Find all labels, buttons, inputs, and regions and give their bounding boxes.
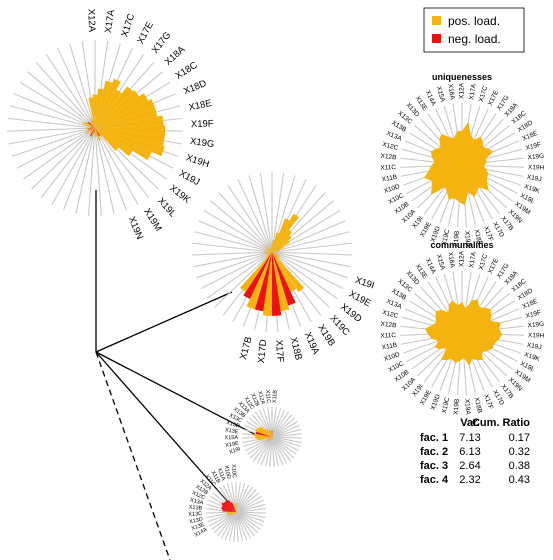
- table-row-var: 6.13: [459, 446, 480, 458]
- table-row-factor: fac. 2: [420, 446, 448, 458]
- radar-spoke: [198, 221, 272, 252]
- variable-label: X11C: [380, 332, 396, 340]
- variable-label: X16A: [446, 83, 455, 100]
- radar-spoke: [12, 128, 95, 156]
- variable-label: X13C: [188, 511, 202, 518]
- variable-label: X12A: [459, 82, 466, 99]
- table-row-cum: 0.17: [509, 432, 530, 444]
- legend-label-negative: neg. load.: [448, 32, 501, 46]
- variance-table: Var. Cum. Ratio fac. 1 7.13 0.17 fac. 2 …: [420, 417, 530, 486]
- variable-label: X19F: [191, 118, 214, 130]
- radar-spoke: [32, 128, 95, 189]
- table-row-var: 2.64: [459, 460, 480, 472]
- factor-radar: X14AX13EX13DX13CX13BX13AX12CX12BX12AX11C…: [188, 464, 266, 542]
- variable-label: X15A: [224, 435, 238, 441]
- variable-label: X17G: [150, 30, 174, 56]
- variable-label: X19C: [441, 396, 451, 414]
- factor-radar: X17B X17D X17F X18BX19AX19BX19CX19DX19EX19I: [192, 172, 376, 364]
- variable-label: X19J: [526, 342, 542, 352]
- variable-label: X18C: [174, 60, 200, 82]
- variable-label: X17C: [119, 12, 137, 38]
- table-row-factor: fac. 3: [420, 460, 448, 472]
- legend-swatch-negative: [432, 34, 441, 43]
- legend: pos. load. neg. load.: [424, 8, 524, 52]
- variable-label: X19J: [526, 174, 542, 184]
- variable-label: X19M: [141, 207, 164, 234]
- variable-label: X13A: [385, 298, 403, 311]
- variable-label: X12A: [85, 9, 97, 33]
- variable-label: X17B: [238, 336, 255, 361]
- variable-label: X18D: [182, 78, 208, 97]
- uniquenesses-title: uniquenesses: [432, 72, 492, 82]
- variable-label: X19N: [126, 215, 145, 241]
- variable-label: X19H: [528, 332, 545, 340]
- radar-spoke: [14, 94, 95, 128]
- radar-spoke: [23, 128, 95, 179]
- variable-label: X19K: [167, 183, 193, 206]
- uniquenesses-radar: X12A X17A X17CX17EX17GX18AX18CX18DX18EX19F…: [380, 82, 544, 247]
- factor-radar: X12A X17A X17CX17EX17GX18AX18CX18DX18E X19F…: [7, 8, 215, 241]
- variable-label: X19D: [430, 393, 442, 411]
- variable-label: X11B: [381, 174, 397, 184]
- variable-label: X18A: [163, 44, 188, 68]
- variable-label: X19G: [527, 153, 544, 162]
- radar-spoke: [36, 62, 95, 128]
- variable-label: X19B: [453, 399, 461, 415]
- legend-label-positive: pos. load.: [448, 14, 500, 28]
- variable-label: X12A: [459, 250, 466, 267]
- variable-label: X17A: [103, 8, 117, 33]
- variable-label: X18E: [188, 98, 213, 114]
- variable-label: X12B: [380, 321, 397, 330]
- variable-label: X19I: [354, 275, 376, 292]
- variable-label: X12B: [380, 153, 397, 162]
- variable-label: X12C: [381, 309, 399, 320]
- legend-swatch-positive: [432, 16, 441, 25]
- variable-label: X11C: [264, 390, 271, 404]
- table-row-factor: fac. 4: [420, 474, 449, 486]
- variable-label: X19H: [528, 164, 545, 172]
- tree-branch-dashed: [96, 352, 170, 560]
- table-row-var: 7.13: [459, 432, 480, 444]
- table-row-cum: 0.32: [509, 446, 530, 458]
- variable-label: X19F: [525, 141, 542, 152]
- variable-label: X19F: [525, 309, 542, 320]
- tree-branch: [96, 292, 232, 352]
- variable-label: X13A: [385, 130, 403, 143]
- table-row-cum: 0.43: [509, 474, 530, 486]
- variable-label: X12C: [381, 141, 399, 152]
- variable-label: X17C: [478, 253, 489, 271]
- variable-label: X17F: [273, 339, 286, 363]
- communalities-title: communalities: [430, 240, 493, 250]
- factor-radar: X19IX19EX15AX13EX13DX13CX13BX13AX12CX12B…: [224, 390, 301, 467]
- variable-label: X11B: [381, 342, 397, 352]
- variable-label: X17A: [468, 251, 477, 268]
- variable-label: X18E: [521, 298, 539, 311]
- table-row-cum: 0.38: [509, 460, 530, 472]
- variable-label: X19A: [463, 399, 471, 416]
- table-header-cum: Cum. Ratio: [472, 417, 530, 429]
- variable-label: X19A: [302, 331, 322, 357]
- variable-label: X19G: [527, 321, 544, 330]
- variable-label: X17C: [478, 85, 489, 103]
- variable-label: X16A: [446, 251, 455, 268]
- variable-label: X19G: [189, 136, 215, 150]
- variable-label: X18B: [473, 397, 483, 414]
- variable-label: X17A: [468, 83, 477, 100]
- variable-label: X19H: [185, 152, 211, 170]
- variable-label: X10C: [230, 464, 237, 478]
- variable-label: X17F: [482, 393, 494, 410]
- variable-label: X17D: [256, 339, 269, 364]
- variable-label: X11B: [272, 390, 279, 404]
- variable-label: X11C: [380, 164, 396, 172]
- variable-label: X19L: [155, 196, 178, 220]
- variable-label: X17E: [135, 20, 156, 46]
- table-row-var: 2.32: [459, 474, 480, 486]
- communalities-radar: X12A X17A X17CX17EX17GX18AX18CX18DX18EX19F…: [380, 250, 544, 415]
- variable-label: X18E: [521, 130, 539, 143]
- factor-radar-group: X12A X17A X17CX17EX17GX18AX18CX18DX18E X19F…: [7, 8, 376, 541]
- variable-label: X19J: [177, 168, 202, 188]
- variable-label: X18B: [288, 336, 304, 361]
- table-row-factor: fac. 1: [420, 432, 448, 444]
